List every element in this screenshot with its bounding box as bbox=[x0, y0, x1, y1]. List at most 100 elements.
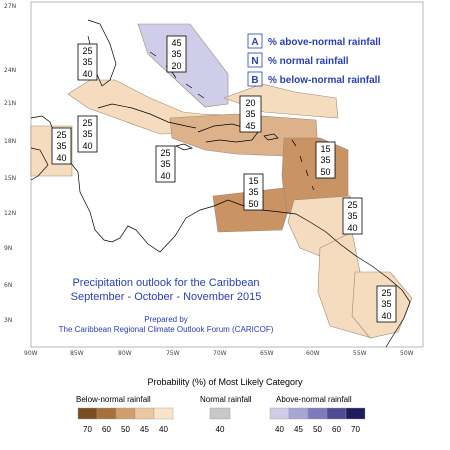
prob-normal: 35 bbox=[347, 211, 357, 221]
key-text-n: % normal rainfall bbox=[268, 56, 349, 67]
prob-below: 40 bbox=[82, 69, 92, 79]
legend-below-value: 45 bbox=[140, 425, 149, 434]
prob-box-frame bbox=[77, 115, 98, 153]
legend-normal-label: Normal rainfall bbox=[200, 395, 252, 404]
prob-normal: 35 bbox=[245, 109, 255, 119]
legend-above-value: 60 bbox=[332, 425, 341, 434]
legend-above-swatch bbox=[288, 407, 309, 420]
key-letter-n: N bbox=[251, 56, 258, 67]
prob-above: 25 bbox=[347, 200, 357, 210]
prob-box-frame bbox=[77, 43, 98, 81]
prob-normal: 35 bbox=[320, 155, 330, 165]
prob-below: 40 bbox=[82, 141, 92, 151]
prob-above: 25 bbox=[82, 118, 92, 128]
coastline-puerto-rico bbox=[263, 133, 279, 141]
legend-normal-swatches: 40 bbox=[209, 407, 231, 434]
prob-normal: 35 bbox=[82, 57, 92, 67]
lat-label: 15N bbox=[4, 175, 16, 182]
legend-above-label: Above-normal rainfall bbox=[276, 395, 352, 404]
legend-above-value: 40 bbox=[275, 425, 284, 434]
prob-box-frame bbox=[51, 127, 72, 165]
prob-box-hispaniola: 20 35 45 bbox=[239, 95, 262, 133]
legend-below-swatch bbox=[96, 407, 117, 420]
prob-box-leeward: 15 35 50 bbox=[315, 141, 336, 179]
prob-box-bahamas: 45 35 20 bbox=[166, 35, 187, 73]
legend-below-value: 60 bbox=[102, 425, 111, 434]
prob-box-french-guiana: 25 35 40 bbox=[376, 285, 397, 323]
coastline-yucatan bbox=[30, 147, 49, 181]
lat-label: 21N bbox=[4, 100, 16, 107]
legend-above-swatch bbox=[326, 407, 347, 420]
prob-below: 45 bbox=[245, 121, 255, 131]
legend-below-value: 40 bbox=[159, 425, 168, 434]
prob-normal: 35 bbox=[160, 159, 170, 169]
lon-label: 90W bbox=[24, 350, 38, 357]
prob-below: 50 bbox=[248, 199, 258, 209]
prob-above: 25 bbox=[56, 130, 66, 140]
legend-below-label: Below-normal rainfall bbox=[76, 395, 151, 404]
lon-label: 80W bbox=[118, 350, 132, 357]
prob-box-frame bbox=[342, 197, 363, 235]
prob-box-frame bbox=[155, 145, 176, 183]
prob-normal: 35 bbox=[171, 49, 181, 59]
prob-box-frame bbox=[315, 141, 336, 179]
prob-above: 25 bbox=[381, 288, 391, 298]
prob-box-frame bbox=[166, 35, 187, 73]
prob-normal: 35 bbox=[82, 129, 92, 139]
prob-above: 20 bbox=[245, 98, 255, 108]
legend-below-swatch bbox=[77, 407, 98, 420]
lon-label: 75W bbox=[166, 350, 180, 357]
longitude-labels: 90W 85W 80W 75W 70W 65W 60W 55W 50W bbox=[24, 350, 414, 357]
coastline-jamaica bbox=[174, 143, 194, 151]
prob-box-guyana: 25 35 40 bbox=[342, 197, 363, 235]
coastline-lesser-antilles bbox=[291, 139, 315, 191]
legend-normal-swatch bbox=[209, 407, 231, 420]
prob-above: 45 bbox=[171, 38, 181, 48]
prob-below: 40 bbox=[347, 223, 357, 233]
prepared-org: The Caribbean Regional Climate Outlook F… bbox=[59, 325, 274, 334]
prob-above: 25 bbox=[82, 46, 92, 56]
legend-below-swatches: 70 60 50 45 40 bbox=[77, 407, 174, 434]
key-box-b bbox=[247, 71, 263, 87]
lat-label: 27N bbox=[4, 3, 16, 10]
category-key: A % above-normal rainfall N % normal rai… bbox=[247, 33, 381, 87]
prob-above: 25 bbox=[160, 148, 170, 158]
lon-label: 70W bbox=[213, 350, 227, 357]
key-letter-a: A bbox=[251, 37, 258, 48]
lat-label: 9N bbox=[4, 245, 12, 252]
key-box-n bbox=[247, 52, 263, 68]
latitude-labels: 27N 24N 21N 18N 15N 12N 9N 6N 3N bbox=[4, 3, 16, 324]
prob-below: 40 bbox=[56, 153, 66, 163]
legend: Probability (%) of Most Likely Category … bbox=[76, 377, 366, 434]
lon-label: 50W bbox=[400, 350, 414, 357]
legend-below-swatch bbox=[153, 407, 174, 420]
legend-below-value: 50 bbox=[121, 425, 130, 434]
prob-normal: 35 bbox=[248, 187, 258, 197]
legend-above-value: 70 bbox=[351, 425, 360, 434]
prob-normal: 35 bbox=[56, 141, 66, 151]
prob-box-frame bbox=[243, 173, 264, 211]
legend-above-value: 50 bbox=[313, 425, 322, 434]
prob-normal: 35 bbox=[381, 299, 391, 309]
region-north-east-belt bbox=[223, 83, 339, 119]
lat-label: 24N bbox=[4, 67, 16, 74]
key-box-a bbox=[247, 33, 263, 49]
lat-label: 12N bbox=[4, 210, 16, 217]
lon-label: 85W bbox=[70, 350, 84, 357]
lat-label: 6N bbox=[4, 282, 12, 289]
legend-above-swatch bbox=[269, 407, 290, 420]
lon-label: 65W bbox=[260, 350, 274, 357]
map-title: Precipitation outlook for the Caribbean … bbox=[59, 277, 274, 334]
coastline-cuba bbox=[97, 103, 197, 129]
lon-label: 60W bbox=[306, 350, 320, 357]
prob-below: 20 bbox=[171, 61, 181, 71]
prob-below: 40 bbox=[381, 311, 391, 321]
prob-box-frame bbox=[376, 285, 397, 323]
prob-above: 15 bbox=[320, 144, 330, 154]
legend-above-swatch bbox=[345, 407, 366, 420]
prob-box-gulf: 25 35 40 bbox=[77, 43, 98, 81]
lat-label: 18N bbox=[4, 138, 16, 145]
key-text-a: % above-normal rainfall bbox=[268, 37, 381, 48]
prob-below: 40 bbox=[160, 171, 170, 181]
